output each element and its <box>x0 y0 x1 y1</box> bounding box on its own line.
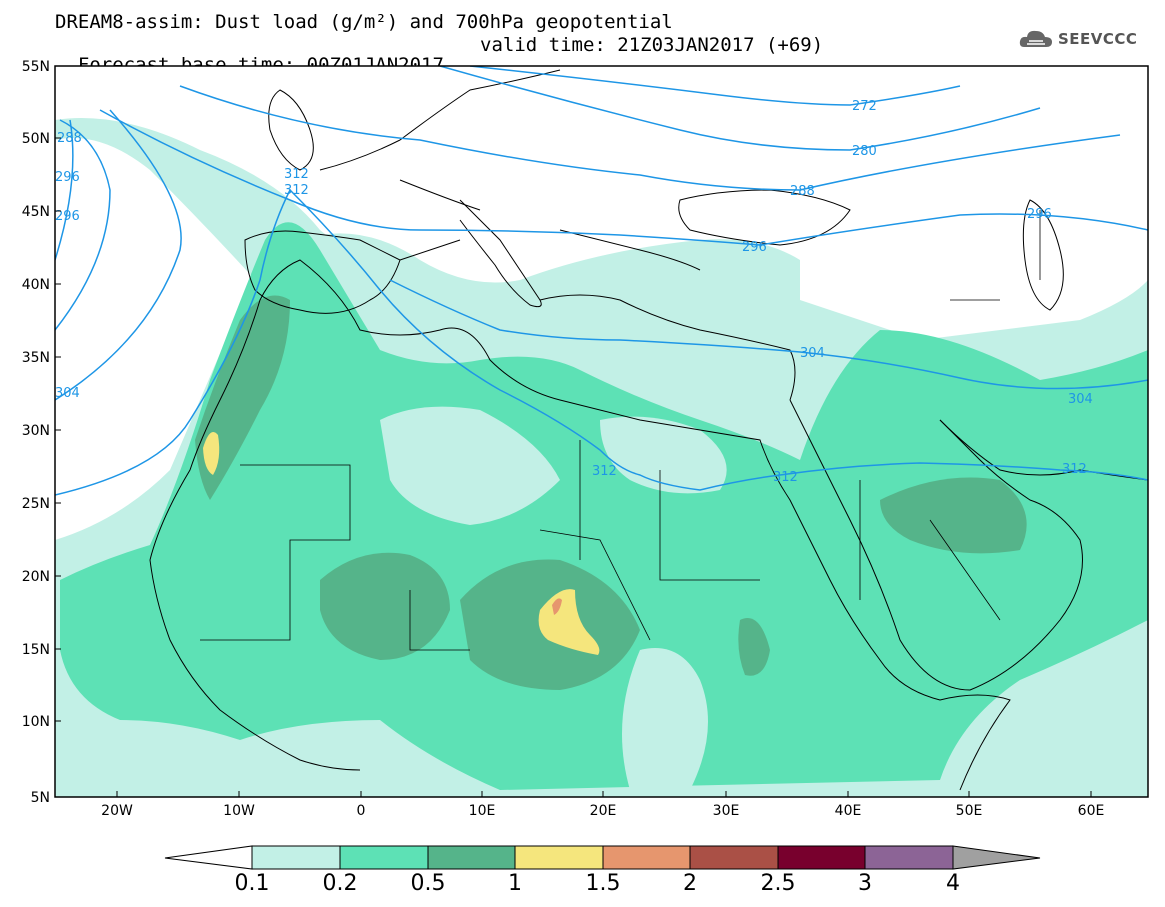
contour-label: 312 <box>284 183 309 198</box>
contour-label: 304 <box>1068 392 1093 407</box>
contour-280 <box>439 66 1041 151</box>
west-africa-coastline <box>149 559 361 771</box>
contour-288-west <box>55 119 74 261</box>
colorbar-label: 2.5 <box>760 871 796 896</box>
africa-coastline <box>149 259 1011 791</box>
axis-ticks <box>55 65 1092 798</box>
lat-label: 25N <box>22 496 50 512</box>
contour-label: 312 <box>773 470 798 485</box>
lat-label: 35N <box>22 350 50 366</box>
contour-label: 296 <box>55 170 80 185</box>
lat-label: 5N <box>31 790 50 806</box>
contour-label: 288 <box>57 131 82 146</box>
lon-label: 0 <box>357 803 366 819</box>
lat-label: 30N <box>22 423 50 439</box>
lon-label: 20W <box>101 803 133 819</box>
contour-label: 296 <box>1027 207 1052 222</box>
contour-296-west <box>55 119 111 331</box>
contour-label: 288 <box>790 184 815 199</box>
colorbar <box>164 845 1041 870</box>
geopotential-contours <box>55 66 1148 496</box>
lat-label: 15N <box>22 642 50 658</box>
colorbar-left-arrow <box>164 845 253 870</box>
lat-label: 55N <box>22 59 50 75</box>
contour-312 <box>55 189 291 496</box>
contour-272 <box>469 66 961 106</box>
contour-label: 296 <box>742 240 767 255</box>
colorbar-label: 1 <box>508 871 522 896</box>
contour-296 <box>99 109 1148 246</box>
dust-shading <box>55 118 1148 797</box>
dust-hole-east-africa <box>622 648 708 790</box>
dust-area-orange-chad <box>552 598 562 615</box>
colorbar-label: 4 <box>946 871 960 896</box>
lat-label: 10N <box>22 714 50 730</box>
dust-hole-sahara <box>380 406 560 525</box>
latitude-labels: 55N 50N 45N 40N 35N 30N 25N 20N 15N 10N … <box>22 59 50 806</box>
contour-label: 296 <box>55 209 80 224</box>
colorbar-label: 0.5 <box>410 871 446 896</box>
contour-312-east <box>289 189 1148 491</box>
colorbar-swatch <box>689 845 779 870</box>
colorbar-label: 3 <box>858 871 872 896</box>
lon-label: 40E <box>835 803 862 819</box>
colorbar-right-arrow <box>952 845 1041 870</box>
colorbar-label: 2 <box>683 871 697 896</box>
iberia-coastline <box>244 230 401 314</box>
contour-labels: 272 280 288 296 296 296 304 304 312 312 … <box>55 99 1093 485</box>
dust-area-yellow-morocco <box>203 431 220 475</box>
colorbar-swatch <box>602 845 691 870</box>
contour-label: 280 <box>852 144 877 159</box>
lat-label: 40N <box>22 277 50 293</box>
lon-label: 10E <box>469 803 496 819</box>
contour-label: 272 <box>852 99 877 114</box>
contour-label: 312 <box>284 167 309 182</box>
dust-hole-libya <box>600 416 727 494</box>
seevccc-logo: SEEVCCC <box>1018 24 1137 54</box>
dust-area-medium-main <box>60 222 1148 790</box>
dust-area-dark-sahel-west <box>320 552 450 660</box>
contour-304-east <box>389 279 1148 390</box>
black-sea-coastline <box>678 189 851 246</box>
colorbar-label: 1.5 <box>585 871 621 896</box>
colorbar-swatch <box>514 845 604 870</box>
contour-label: 304 <box>800 346 825 361</box>
cloud-logo-icon <box>1019 30 1052 47</box>
contour-label: 312 <box>1062 462 1087 477</box>
country-borders <box>200 210 1041 651</box>
lon-label: 20E <box>590 803 617 819</box>
contour-304 <box>55 109 182 401</box>
valid-time-text: valid time: 21Z03JAN2017 (+69) <box>480 34 824 56</box>
arabia-coastline <box>789 399 1083 691</box>
colorbar-label: 0.2 <box>322 871 358 896</box>
map-border <box>54 65 1149 798</box>
lon-label: 30E <box>713 803 740 819</box>
contour-288 <box>179 85 1121 191</box>
colorbar-swatch <box>777 845 866 870</box>
italy-coastline <box>459 199 542 308</box>
colorbar-swatch <box>339 845 429 870</box>
caspian-coastline <box>1022 199 1064 311</box>
longitude-labels: 20W 10W 0 10E 20E 30E 40E 50E 60E <box>101 803 1104 819</box>
europe-coastline <box>319 69 701 271</box>
lon-label: 60E <box>1078 803 1105 819</box>
colorbar-swatch <box>251 845 341 870</box>
lon-label: 50E <box>956 803 983 819</box>
iran-coastline <box>939 419 1148 481</box>
lat-label: 20N <box>22 569 50 585</box>
lat-label: 45N <box>22 204 50 220</box>
contour-label: 304 <box>55 386 80 401</box>
colorbar-swatch <box>864 845 954 870</box>
map-title: DREAM8-assim: Dust load (g/m²) and 700hP… <box>55 11 673 33</box>
logo-text: SEEVCCC <box>1058 30 1138 48</box>
contour-label: 312 <box>592 464 617 479</box>
dust-area-dark-arabia <box>880 477 1027 554</box>
colorbar-swatch <box>427 845 516 870</box>
dust-area-dark-sudan <box>738 618 770 676</box>
colorbar-label: 0.1 <box>234 871 270 896</box>
mediterranean-north-coastline <box>399 239 796 401</box>
lon-label: 10W <box>223 803 255 819</box>
lat-label: 50N <box>22 131 50 147</box>
